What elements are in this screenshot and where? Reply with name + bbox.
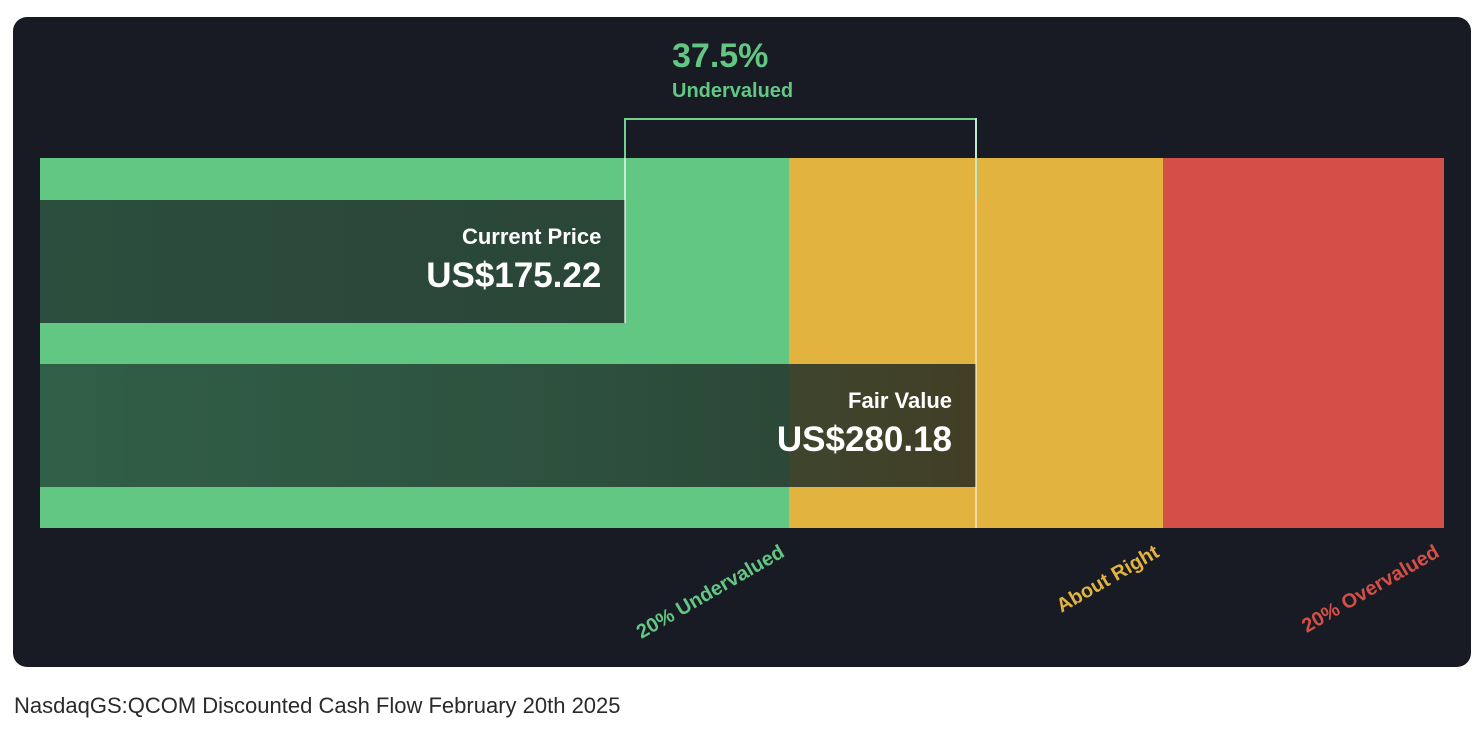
axis-label-3: 20% Overvalued (1298, 541, 1444, 638)
discount-bracket (624, 118, 977, 200)
zone-20-overvalued (1163, 158, 1444, 528)
discount-annotation: 37.5% Undervalued (672, 37, 793, 103)
fair-value-bar: Fair Value US$280.18 (40, 364, 976, 487)
current-price-value: US$175.22 (426, 256, 602, 295)
chart-caption: NasdaqGS:QCOM Discounted Cash Flow Febru… (14, 693, 621, 718)
valuation-chart: Current Price US$175.22 Fair Value US$28… (13, 17, 1471, 667)
fair-value-value: US$280.18 (776, 420, 952, 459)
current-price-line (624, 158, 627, 323)
current-price-bar: Current Price US$175.22 (40, 200, 626, 323)
discount-percent: 37.5% (672, 37, 769, 75)
fair-value-label: Fair Value (848, 388, 952, 413)
axis-label-1: 20% Undervalued (632, 541, 789, 644)
axis-label-2: About Right (1053, 541, 1164, 618)
fair-value-line (975, 118, 977, 528)
current-price-label: Current Price (461, 224, 602, 249)
discount-label: Undervalued (672, 80, 794, 102)
